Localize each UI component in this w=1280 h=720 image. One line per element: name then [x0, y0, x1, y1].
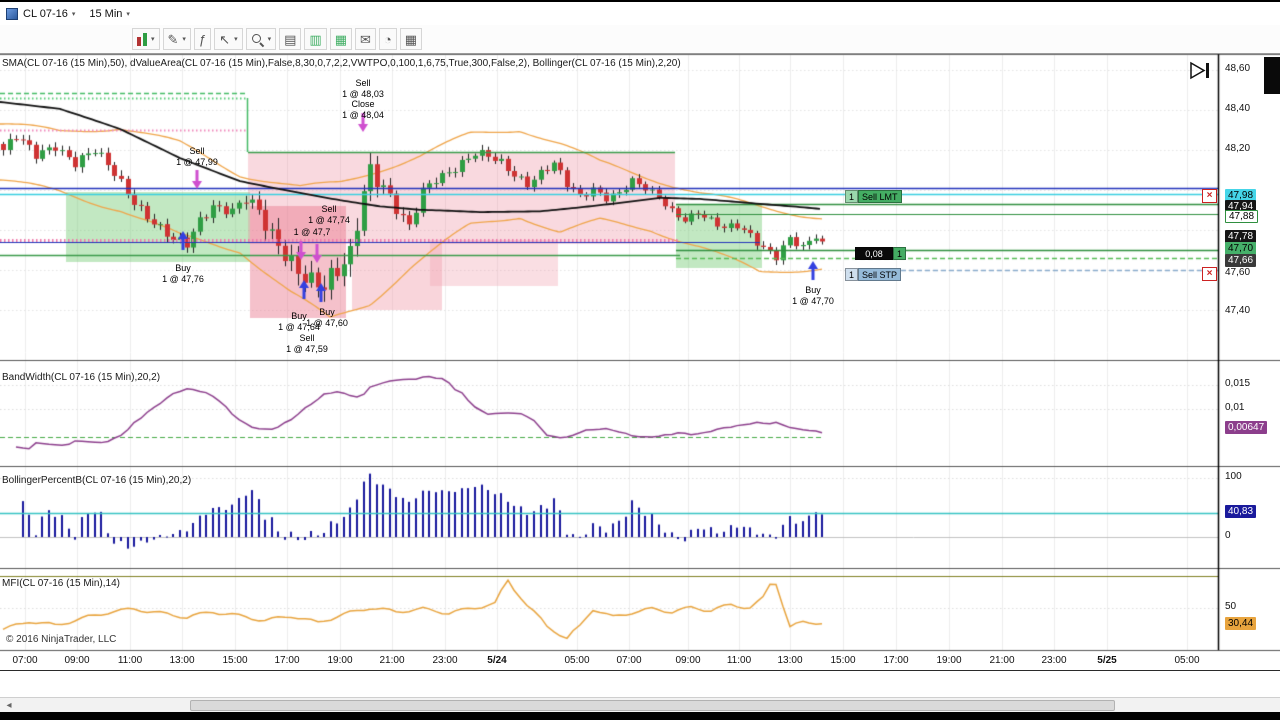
chart-trader-icon: ▥	[309, 31, 322, 47]
drawing-tools-icon: ✎	[167, 31, 179, 47]
panels-button[interactable]: ▦	[329, 28, 352, 50]
close-icon: ×	[1206, 268, 1213, 279]
chevron-down-icon: ▾	[126, 10, 130, 18]
candle-bar	[137, 37, 141, 46]
go-to-end-button[interactable]	[1188, 60, 1214, 81]
cursor-icon: ↖	[219, 31, 231, 47]
sell-stop-order-tag[interactable]: 1 Sell STP	[845, 268, 908, 281]
title-bar: CL 07-16 ▾ 15 Min ▾	[0, 2, 1280, 25]
play-to-end-icon	[1190, 61, 1209, 80]
axis-separator	[0, 670, 1280, 671]
reload-button[interactable]: ◔	[378, 28, 397, 50]
email-button[interactable]: ✉	[355, 28, 376, 50]
toolbar-buttons: ▾ ✎ ▾ ƒ ↖ ▾ ▾ ▤ ▥ ▦ ✉ ◔ ▦	[132, 28, 423, 50]
window-bottom-edge	[0, 712, 1280, 720]
sell-limit-order-tag[interactable]: 1 Sell LMT	[845, 190, 909, 203]
chart-style-button[interactable]: ▾	[132, 28, 160, 50]
data-grid-button[interactable]: ▤	[279, 28, 302, 50]
data-grid-icon: ▤	[284, 31, 297, 47]
email-icon: ✉	[360, 31, 371, 47]
instrument-selector[interactable]: CL 07-16 ▾	[23, 8, 75, 20]
pnl-value: 0,08	[855, 247, 893, 260]
chart-trader-button[interactable]: ▥	[304, 28, 327, 50]
zoom-button[interactable]: ▾	[245, 28, 277, 50]
cancel-order-button[interactable]: ×	[1202, 189, 1217, 203]
reload-icon: ◔	[383, 31, 392, 47]
horizontal-scrollbar[interactable]: ◂	[0, 697, 1280, 712]
interval-label: 15 Min	[89, 7, 123, 20]
chevron-down-icon: ▾	[234, 36, 238, 43]
position-pnl-tag[interactable]: 0,08 1	[855, 247, 907, 260]
window-top-edge	[0, 0, 1280, 2]
chart-app-icon	[6, 7, 18, 20]
chart-toolbar: ▾ ✎ ▾ ƒ ↖ ▾ ▾ ▤ ▥ ▦ ✉ ◔ ▦	[0, 25, 1280, 54]
panels-icon: ▦	[334, 31, 347, 47]
candle-bar	[143, 33, 147, 46]
order-label: Sell STP	[858, 268, 901, 281]
order-qty: 1	[845, 268, 858, 281]
chevron-down-icon: ▾	[151, 36, 155, 43]
drawing-tools-button[interactable]: ✎ ▾	[162, 28, 191, 50]
chevron-down-icon: ▾	[267, 36, 272, 43]
properties-button[interactable]: ▦	[399, 28, 423, 50]
chevron-down-icon: ▾	[182, 36, 186, 43]
chevron-down-icon: ▾	[71, 10, 76, 18]
properties-icon: ▦	[404, 31, 418, 47]
position-qty: 1	[893, 247, 907, 260]
indicators-icon: ƒ	[198, 31, 207, 47]
chart-style-icon	[137, 32, 147, 46]
close-icon: ×	[1206, 190, 1213, 201]
cancel-order-button[interactable]: ×	[1202, 267, 1217, 281]
instrument-label: CL 07-16	[23, 7, 68, 20]
order-label: Sell LMT	[858, 190, 902, 203]
zoom-icon	[251, 33, 264, 46]
cursor-button[interactable]: ↖ ▾	[214, 28, 243, 50]
order-qty: 1	[845, 190, 858, 203]
indicators-button[interactable]: ƒ	[193, 28, 212, 50]
interval-selector[interactable]: 15 Min ▾	[89, 8, 130, 20]
scrollbar-thumb[interactable]	[190, 700, 1115, 711]
scroll-left-button[interactable]: ◂	[6, 700, 12, 711]
axis-corner-block	[1264, 57, 1280, 94]
